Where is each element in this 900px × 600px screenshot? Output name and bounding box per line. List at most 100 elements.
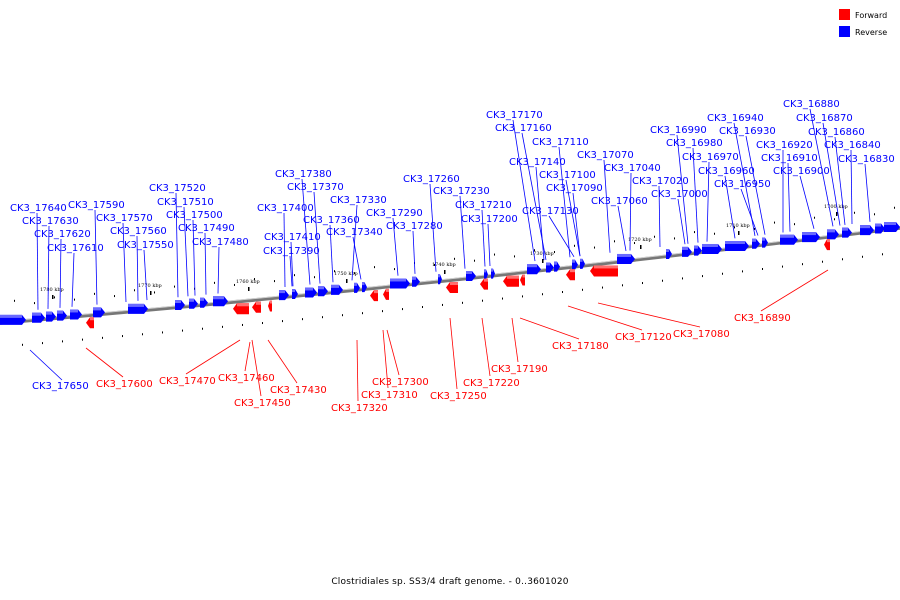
reverse-label-leader xyxy=(204,232,207,295)
reverse-label-leader xyxy=(724,175,736,239)
reverse-gene-arrow xyxy=(200,297,208,308)
reverse-gene-arrow xyxy=(725,241,749,252)
scale-tick-mark xyxy=(802,263,803,266)
scale-tick-mark xyxy=(134,289,135,292)
gene-label-reverse: CK3_17570 xyxy=(96,213,153,224)
reverse-label-leader xyxy=(392,217,399,276)
forward-gene-arrow xyxy=(370,290,378,302)
gene-label-reverse: CK3_17550 xyxy=(117,240,174,251)
scale-tick-mark xyxy=(734,226,735,229)
scale-tick-mark xyxy=(554,251,555,254)
reverse-gene-arrow xyxy=(331,284,343,295)
reverse-gene-arrow xyxy=(875,223,885,234)
forward-gene-arrow xyxy=(480,278,488,290)
forward-label-leader xyxy=(185,339,241,375)
scale-tick-label: 1720 kbp xyxy=(628,237,652,243)
scale-tick-mark xyxy=(462,301,463,304)
gene-label-reverse: CK3_17650 xyxy=(32,381,89,392)
scale-tick-mark xyxy=(94,292,95,295)
gene-label-reverse: CK3_17500 xyxy=(166,210,223,221)
gene-label-reverse: CK3_17140 xyxy=(509,157,566,168)
scale-tick-mark xyxy=(514,255,515,258)
scale-tick-mark xyxy=(622,284,623,287)
gene-label-reverse: CK3_17090 xyxy=(546,183,603,194)
scale-tick-mark xyxy=(762,267,763,270)
gene-label-reverse: CK3_16970 xyxy=(682,152,739,163)
forward-label-leader xyxy=(597,302,701,328)
scale-tick-mark xyxy=(502,297,503,300)
scale-tick-mark xyxy=(474,259,475,262)
reverse-gene-arrow xyxy=(617,253,635,264)
scale-tick-label: 1780 kbp xyxy=(40,287,64,293)
reverse-gene-arrow xyxy=(580,258,585,269)
reverse-gene-arrow xyxy=(762,237,768,248)
scale-tick-mark xyxy=(362,312,363,315)
forward-gene-arrow xyxy=(566,269,575,281)
scale-tick-mark xyxy=(294,274,295,277)
scale-tick-mark xyxy=(82,338,83,341)
gene-label-forward: CK3_17430 xyxy=(270,385,327,396)
reverse-gene-arrow xyxy=(305,287,317,298)
legend-label-reverse: Reverse xyxy=(855,28,887,37)
scale-tick-mark xyxy=(754,227,755,230)
forward-label-leader xyxy=(449,317,458,390)
reverse-gene-arrow xyxy=(46,311,56,322)
gene-label-reverse: CK3_17330 xyxy=(330,195,387,206)
reverse-gene-arrow xyxy=(279,290,289,301)
scale-tick-mark xyxy=(22,343,23,346)
reverse-label-leader xyxy=(283,212,286,288)
scale-tick-mark xyxy=(142,333,143,336)
gene-label-reverse: CK3_16870 xyxy=(796,113,853,124)
forward-gene-arrow xyxy=(383,288,389,300)
scale-tick-mark xyxy=(122,335,123,338)
scale-tick-mark xyxy=(54,296,55,299)
scale-tick-mark xyxy=(742,270,743,273)
scale-major-tick xyxy=(738,231,740,235)
gene-label-reverse: CK3_17610 xyxy=(47,243,104,254)
scale-tick-mark xyxy=(822,260,823,263)
reverse-label-leader xyxy=(658,185,661,248)
scale-tick-mark xyxy=(522,295,523,298)
reverse-gene-arrow xyxy=(802,232,820,243)
gene-label-reverse: CK3_16960 xyxy=(698,166,755,177)
scale-tick-mark xyxy=(834,218,835,221)
gene-label-reverse: CK3_17590 xyxy=(68,200,125,211)
scale-tick-mark xyxy=(182,329,183,332)
scale-major-tick xyxy=(640,245,642,249)
scale-tick-mark xyxy=(34,302,35,305)
scale-tick-mark xyxy=(542,293,543,296)
forward-label-leader xyxy=(386,329,400,376)
forward-gene-arrow xyxy=(590,265,618,277)
forward-gene-arrow xyxy=(268,300,272,312)
scale-tick-mark xyxy=(382,310,383,313)
reverse-gene-arrow xyxy=(884,222,900,233)
forward-label-leader xyxy=(481,317,491,377)
scale-tick-mark xyxy=(302,318,303,321)
scale-tick-mark xyxy=(162,331,163,334)
reverse-label-leader xyxy=(175,192,179,298)
reverse-gene-arrow xyxy=(860,225,874,236)
gene-label-forward: CK3_17460 xyxy=(218,373,275,384)
forward-label-leader xyxy=(356,339,359,402)
gene-label-forward: CK3_17600 xyxy=(96,379,153,390)
scale-tick-mark xyxy=(354,272,355,275)
scale-tick-mark xyxy=(442,303,443,306)
scale-tick-mark xyxy=(102,336,103,339)
gene-label-forward: CK3_17310 xyxy=(361,390,418,401)
scale-tick-mark xyxy=(814,216,815,219)
reverse-label-leader xyxy=(313,191,321,284)
scale-tick-mark xyxy=(14,299,15,302)
forward-label-leader xyxy=(760,269,829,312)
reverse-gene-arrow xyxy=(390,278,410,289)
gene-label-forward: CK3_17190 xyxy=(491,364,548,375)
reverse-gene-arrow xyxy=(362,282,367,293)
scale-tick-mark xyxy=(574,244,575,247)
scale-tick-mark xyxy=(282,320,283,323)
reverse-label-leader xyxy=(629,172,632,251)
scale-tick-mark xyxy=(534,249,535,252)
scale-tick-mark xyxy=(782,265,783,268)
gene-label-reverse: CK3_17370 xyxy=(287,182,344,193)
reverse-gene-arrow xyxy=(354,282,360,293)
reverse-label-leader xyxy=(481,209,486,267)
scale-tick-mark xyxy=(674,237,675,240)
